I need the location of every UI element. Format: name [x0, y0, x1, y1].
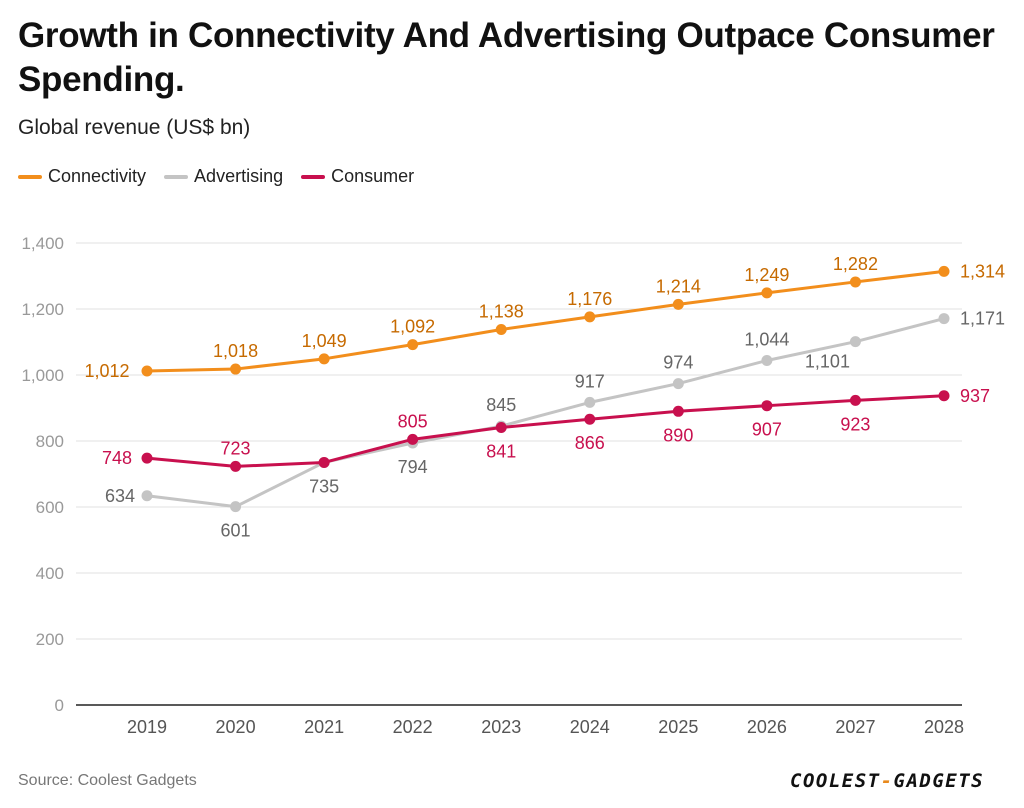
data-label-connectivity: 1,018	[213, 341, 258, 361]
data-point-connectivity	[849, 276, 861, 288]
data-point-connectivity	[230, 363, 242, 375]
data-label-consumer: 805	[398, 411, 428, 431]
data-label-advertising: 974	[663, 353, 693, 373]
data-label-connectivity: 1,282	[833, 254, 878, 274]
chart-title: Growth in Connectivity And Advertising O…	[18, 16, 995, 99]
legend-item-connectivity[interactable]: Connectivity	[18, 166, 146, 187]
legend-swatch-connectivity	[18, 174, 42, 179]
legend-label-advertising: Advertising	[194, 166, 284, 186]
data-label-consumer: 841	[486, 441, 516, 461]
data-label-advertising: 634	[105, 486, 135, 506]
data-point-consumer	[938, 390, 950, 402]
data-point-consumer	[584, 413, 596, 425]
chart-subtitle: Global revenue (US$ bn)	[18, 116, 251, 139]
logo-text-left: COOLEST	[790, 770, 881, 792]
data-point-consumer	[495, 421, 507, 433]
data-label-connectivity: 1,176	[567, 289, 612, 309]
legend: Connectivity Advertising Consumer	[18, 166, 432, 187]
data-point-connectivity	[407, 339, 419, 351]
logo-dash: -	[880, 770, 894, 792]
y-tick-label: 1,400	[21, 234, 64, 253]
data-point-consumer	[141, 452, 153, 464]
y-tick-label: 600	[36, 498, 64, 517]
data-point-advertising	[672, 378, 684, 390]
data-point-consumer	[407, 433, 419, 445]
series-line-connectivity	[145, 269, 946, 373]
data-label-connectivity: 1,214	[656, 276, 701, 296]
data-point-connectivity	[584, 311, 596, 323]
data-label-consumer: 866	[575, 433, 605, 453]
legend-swatch-advertising	[164, 174, 189, 179]
data-point-consumer	[761, 400, 773, 412]
data-label-advertising: 735	[309, 476, 339, 496]
data-label-advertising: 1,101	[805, 352, 850, 372]
source-note: Source: Coolest Gadgets	[18, 772, 197, 789]
data-point-advertising	[230, 501, 242, 513]
series-line-consumer	[145, 394, 946, 468]
data-label-consumer: 923	[840, 414, 870, 434]
data-label-connectivity: 1,049	[302, 331, 347, 351]
data-label-consumer: 937	[960, 386, 990, 406]
data-point-advertising	[849, 336, 861, 348]
data-point-advertising	[584, 396, 596, 408]
x-tick-label: 2025	[658, 717, 698, 737]
data-label-advertising: 601	[221, 521, 251, 541]
data-label-connectivity: 1,138	[479, 301, 524, 321]
data-point-connectivity	[318, 353, 330, 365]
data-label-advertising: 845	[486, 395, 516, 415]
y-tick-label: 400	[36, 564, 64, 583]
y-tick-label: 1,200	[21, 300, 64, 319]
x-tick-label: 2023	[481, 717, 521, 737]
data-label-connectivity: 1,314	[960, 261, 1005, 281]
logo-text-right: GADGETS	[893, 770, 985, 792]
brand-logo: COOLEST-GADGETS	[790, 770, 984, 792]
data-point-connectivity	[495, 323, 507, 335]
data-label-consumer: 907	[752, 420, 782, 440]
data-point-advertising	[938, 313, 950, 325]
x-tick-label: 2024	[570, 717, 610, 737]
y-tick-label: 800	[36, 432, 64, 451]
legend-item-advertising[interactable]: Advertising	[164, 166, 283, 187]
data-label-connectivity: 1,012	[84, 361, 129, 381]
series-line-advertising	[145, 317, 946, 509]
legend-label-connectivity: Connectivity	[48, 166, 147, 186]
data-point-connectivity	[672, 298, 684, 310]
data-label-consumer: 723	[221, 438, 251, 458]
data-label-connectivity: 1,249	[744, 265, 789, 285]
data-point-consumer	[230, 460, 242, 472]
data-point-consumer	[849, 394, 861, 406]
x-tick-label: 2028	[924, 717, 964, 737]
data-point-consumer	[672, 405, 684, 417]
x-tick-label: 2020	[216, 717, 256, 737]
data-point-connectivity	[938, 265, 950, 277]
data-label-connectivity: 1,092	[390, 317, 435, 337]
legend-label-consumer: Consumer	[331, 166, 415, 186]
data-label-advertising: 917	[575, 371, 605, 391]
data-point-advertising	[761, 354, 773, 366]
y-tick-label: 200	[36, 630, 64, 649]
x-tick-label: 2022	[393, 717, 433, 737]
data-label-advertising: 1,044	[744, 329, 789, 349]
data-label-consumer: 748	[102, 448, 132, 468]
x-tick-label: 2026	[747, 717, 787, 737]
data-label-advertising: 794	[398, 457, 428, 477]
data-point-connectivity	[141, 365, 153, 377]
data-point-connectivity	[761, 287, 773, 299]
y-tick-label: 0	[55, 696, 64, 715]
legend-swatch-consumer	[301, 174, 326, 179]
x-tick-label: 2021	[304, 717, 344, 737]
x-tick-label: 2027	[835, 717, 875, 737]
x-tick-label: 2019	[127, 717, 167, 737]
y-tick-label: 1,000	[21, 366, 64, 385]
data-label-consumer: 890	[663, 425, 693, 445]
legend-item-consumer[interactable]: Consumer	[301, 166, 414, 187]
data-label-advertising: 1,171	[960, 309, 1005, 329]
data-point-advertising	[141, 490, 153, 502]
data-point-consumer	[318, 456, 330, 468]
